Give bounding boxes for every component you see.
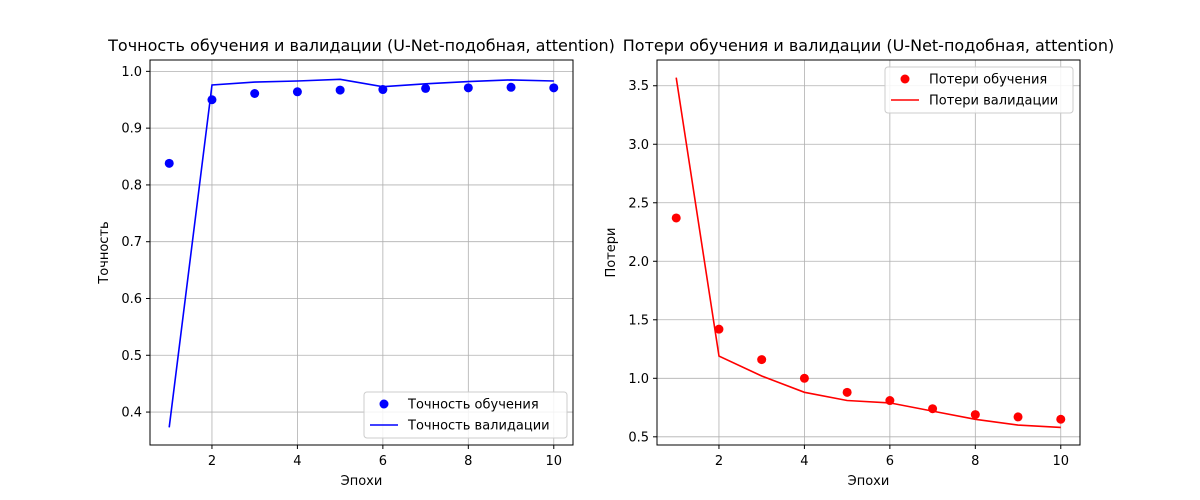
y-tick-label: 0.9 bbox=[121, 122, 142, 137]
data-point bbox=[842, 387, 852, 397]
legend-label: Потери обучения bbox=[929, 73, 1047, 88]
axes-frame bbox=[149, 59, 574, 446]
y-tick-label: 1.0 bbox=[121, 65, 142, 80]
data-point bbox=[714, 324, 724, 334]
y-tick-label: 0.4 bbox=[121, 406, 142, 421]
y-tick-label: 2.5 bbox=[628, 196, 649, 211]
x-tick-label: 4 bbox=[800, 454, 808, 469]
chart-panel-1: 2 4 6 8 10 0.4 0.5 0.6 0.7 0.8 0.9 1.0 Точность обуч… bbox=[97, 36, 615, 489]
y-tick-label: 0.8 bbox=[121, 178, 142, 193]
x-tick-label: 10 bbox=[1052, 454, 1069, 469]
data-point bbox=[506, 82, 516, 92]
legend-label: Точность валидации bbox=[407, 419, 550, 434]
series-line bbox=[675, 77, 1061, 429]
x-tick-label: 2 bbox=[208, 454, 216, 469]
data-point bbox=[207, 95, 217, 105]
y-tick-label: 1.5 bbox=[628, 313, 649, 328]
legend-marker-swatch bbox=[900, 74, 910, 84]
x-axis-label: Эпохи bbox=[848, 474, 890, 489]
y-tick-label: 3.0 bbox=[628, 138, 649, 153]
legend-box bbox=[884, 66, 1074, 114]
series-line bbox=[168, 78, 554, 428]
data-point bbox=[549, 83, 559, 93]
y-tick-label: 0.7 bbox=[121, 235, 142, 250]
chart-title: Потери обучения и валидации (U-Net-подоб… bbox=[623, 36, 1114, 55]
y-tick-label: 0.6 bbox=[121, 292, 142, 307]
y-axis-label: Точность bbox=[97, 221, 112, 284]
data-point bbox=[164, 158, 174, 168]
axes-frame bbox=[656, 59, 1081, 446]
y-tick-label: 2.0 bbox=[628, 255, 649, 270]
data-point bbox=[671, 213, 681, 223]
x-tick-label: 4 bbox=[293, 454, 301, 469]
chart-title: Точность обучения и валидации (U-Net-под… bbox=[107, 36, 615, 55]
x-tick-label: 2 bbox=[715, 454, 723, 469]
y-tick-label: 3.5 bbox=[628, 79, 649, 94]
y-tick-label: 0.5 bbox=[628, 430, 649, 445]
x-tick-label: 8 bbox=[971, 454, 979, 469]
x-tick-label: 6 bbox=[886, 454, 894, 469]
x-tick-label: 8 bbox=[464, 454, 472, 469]
y-tick-label: 0.5 bbox=[121, 349, 142, 364]
x-axis-label: Эпохи bbox=[341, 474, 383, 489]
y-tick-label: 1.0 bbox=[628, 372, 649, 387]
data-point bbox=[335, 85, 345, 95]
legend-label: Потери валидации bbox=[929, 94, 1058, 109]
data-point bbox=[421, 83, 431, 93]
data-point bbox=[250, 89, 260, 99]
legend-marker-swatch bbox=[379, 399, 389, 409]
data-point bbox=[463, 83, 473, 93]
data-point bbox=[292, 87, 302, 97]
data-point bbox=[970, 410, 980, 420]
data-point bbox=[1056, 414, 1066, 424]
legend: Точность обучения Точность валидации bbox=[363, 391, 568, 439]
chart-panel-2: 2 4 6 8 10 0.5 1.0 1.5 2.0 2.5 3.0 3.5 Потери обучен… bbox=[604, 36, 1114, 489]
legend-box bbox=[363, 391, 568, 439]
y-axis-label: Потери bbox=[604, 227, 619, 277]
x-tick-label: 10 bbox=[545, 454, 562, 469]
data-point bbox=[1013, 412, 1023, 422]
data-point bbox=[799, 373, 809, 383]
x-tick-label: 6 bbox=[379, 454, 387, 469]
data-point bbox=[757, 355, 767, 365]
legend: Потери обучения Потери валидации bbox=[884, 66, 1074, 114]
legend-label: Точность обучения bbox=[407, 398, 539, 413]
